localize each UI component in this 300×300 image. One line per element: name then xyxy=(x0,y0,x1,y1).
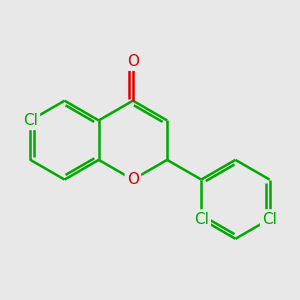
Text: Cl: Cl xyxy=(194,212,209,226)
Text: Cl: Cl xyxy=(23,113,38,128)
Text: O: O xyxy=(127,172,139,187)
Text: O: O xyxy=(127,54,139,69)
Text: Cl: Cl xyxy=(262,212,277,226)
